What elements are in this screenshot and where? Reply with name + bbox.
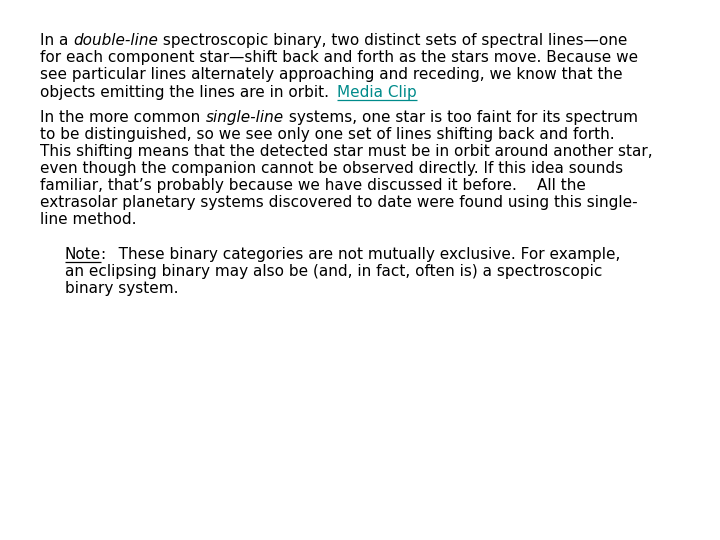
- Text: :  These binary categories are not mutually exclusive. For example,: : These binary categories are not mutual…: [101, 246, 621, 261]
- Text: an eclipsing binary may also be (and, in fact, often is) a spectroscopic: an eclipsing binary may also be (and, in…: [65, 264, 602, 279]
- Text: familiar, that’s probably because we have discussed it before.  All the: familiar, that’s probably because we hav…: [40, 178, 586, 193]
- Text: In a: In a: [40, 33, 73, 49]
- Text: extrasolar planetary systems discovered to date were found using this single-: extrasolar planetary systems discovered …: [40, 195, 638, 210]
- Text: systems, one star is too faint for its spectrum: systems, one star is too faint for its s…: [284, 110, 638, 125]
- Text: to be distinguished, so we see only one set of lines shifting back and forth.: to be distinguished, so we see only one …: [40, 127, 615, 142]
- Text: for each component star—shift back and forth as the stars move. Because we: for each component star—shift back and f…: [40, 51, 639, 65]
- Text: double-line: double-line: [73, 33, 158, 49]
- Text: line method.: line method.: [40, 212, 137, 227]
- Text: In the more common: In the more common: [40, 110, 205, 125]
- Text: objects emitting the lines are in orbit.: objects emitting the lines are in orbit.: [40, 84, 337, 99]
- Text: even though the companion cannot be observed directly. If this idea sounds: even though the companion cannot be obse…: [40, 161, 624, 176]
- Text: single-line: single-line: [205, 110, 284, 125]
- Text: This shifting means that the detected star must be in orbit around another star,: This shifting means that the detected st…: [40, 144, 653, 159]
- Text: binary system.: binary system.: [65, 280, 179, 295]
- Text: Media Clip: Media Clip: [337, 84, 417, 99]
- Text: Note: Note: [65, 246, 101, 261]
- Text: spectroscopic binary, two distinct sets of spectral lines—one: spectroscopic binary, two distinct sets …: [158, 33, 628, 49]
- Text: see particular lines alternately approaching and receding, we know that the: see particular lines alternately approac…: [40, 68, 623, 83]
